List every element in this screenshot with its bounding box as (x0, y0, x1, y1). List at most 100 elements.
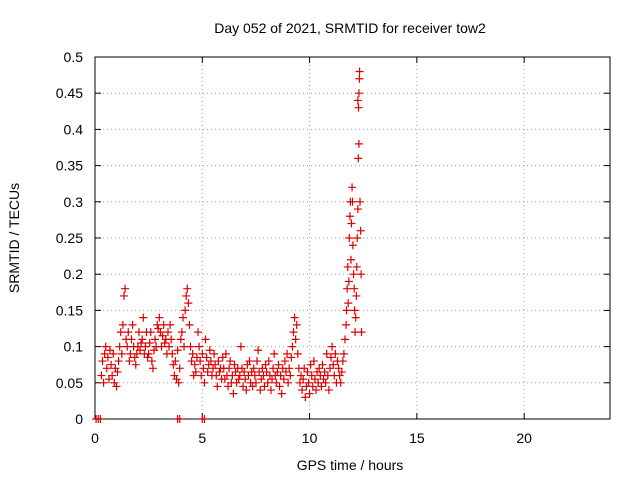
data-point (229, 389, 238, 398)
y-tick-label: 0.5 (64, 49, 84, 65)
data-point (110, 378, 119, 387)
data-point (335, 371, 344, 380)
data-point (298, 386, 307, 395)
data-point (286, 371, 295, 380)
data-point (121, 284, 130, 293)
data-point (191, 367, 200, 376)
data-point (131, 360, 140, 369)
data-point (270, 349, 279, 358)
data-point (329, 360, 338, 369)
data-point (117, 349, 126, 358)
data-point (156, 328, 165, 337)
data-point (107, 360, 116, 369)
data-point (165, 342, 174, 351)
data-point (291, 335, 300, 344)
x-tick-label: 5 (198, 430, 206, 446)
data-point (137, 338, 146, 347)
data-point (225, 364, 234, 373)
data-point (290, 313, 299, 322)
data-point (250, 371, 259, 380)
data-point (293, 349, 302, 358)
data-point (200, 415, 209, 423)
data-point (134, 328, 143, 337)
data-point (115, 342, 124, 351)
data-point (357, 328, 366, 337)
data-point (199, 364, 208, 373)
data-point (175, 364, 184, 373)
data-point (251, 378, 260, 387)
data-point (243, 360, 252, 369)
data-point (145, 338, 154, 347)
data-point (356, 197, 365, 206)
data-point (304, 378, 313, 387)
data-point (172, 375, 181, 384)
data-point (189, 371, 198, 380)
data-point (147, 357, 156, 366)
data-point (322, 349, 331, 358)
data-point (196, 357, 205, 366)
data-point (214, 357, 223, 366)
data-point (118, 320, 127, 329)
data-point (181, 306, 190, 315)
data-point (160, 338, 169, 347)
data-point (125, 357, 134, 366)
data-point (303, 367, 312, 376)
data-point (305, 389, 314, 398)
data-point (264, 357, 273, 366)
data-point (352, 291, 361, 300)
data-point (354, 154, 363, 163)
data-point (299, 375, 308, 384)
data-point (317, 382, 326, 391)
y-tick-label: 0.25 (56, 230, 83, 246)
data-point (148, 364, 157, 373)
data-point (150, 346, 159, 355)
data-point (339, 349, 348, 358)
data-point (343, 262, 352, 271)
data-point (143, 353, 152, 362)
data-point (309, 357, 318, 366)
data-point (201, 335, 210, 344)
data-point (112, 382, 121, 391)
data-point (354, 89, 363, 98)
data-point (245, 357, 254, 366)
data-point (151, 335, 160, 344)
data-point (177, 328, 186, 337)
data-point (357, 270, 366, 279)
data-point (287, 353, 296, 362)
data-point (169, 360, 178, 369)
x-tick-label: 10 (302, 430, 318, 446)
data-point (154, 324, 163, 333)
data-point (98, 357, 107, 366)
data-point (186, 342, 195, 351)
data-point (348, 197, 357, 206)
data-point (256, 386, 265, 395)
data-point (242, 386, 251, 395)
data-point (232, 378, 241, 387)
x-tick-label: 20 (516, 430, 532, 446)
data-point (274, 360, 283, 369)
data-point (355, 74, 364, 83)
data-point (352, 262, 361, 271)
y-tick-label: 0.3 (64, 194, 84, 210)
data-point (144, 349, 153, 358)
data-point (254, 346, 263, 355)
data-point (109, 349, 118, 358)
data-point (190, 360, 199, 369)
data-point (342, 306, 351, 315)
data-point (195, 342, 204, 351)
data-point (263, 378, 272, 387)
data-point (188, 349, 197, 358)
data-point (279, 375, 288, 384)
data-point (206, 357, 215, 366)
data-point (249, 364, 258, 373)
data-point (178, 313, 187, 322)
data-point (284, 378, 293, 387)
data-point (321, 378, 330, 387)
data-point (200, 378, 209, 387)
x-axis-title: GPS time / hours (297, 457, 404, 473)
data-point (327, 353, 336, 362)
data-point (348, 183, 357, 192)
y-tick-label: 0.2 (64, 266, 84, 282)
data-point (226, 357, 235, 366)
y-tick-label: 0.1 (64, 339, 84, 355)
